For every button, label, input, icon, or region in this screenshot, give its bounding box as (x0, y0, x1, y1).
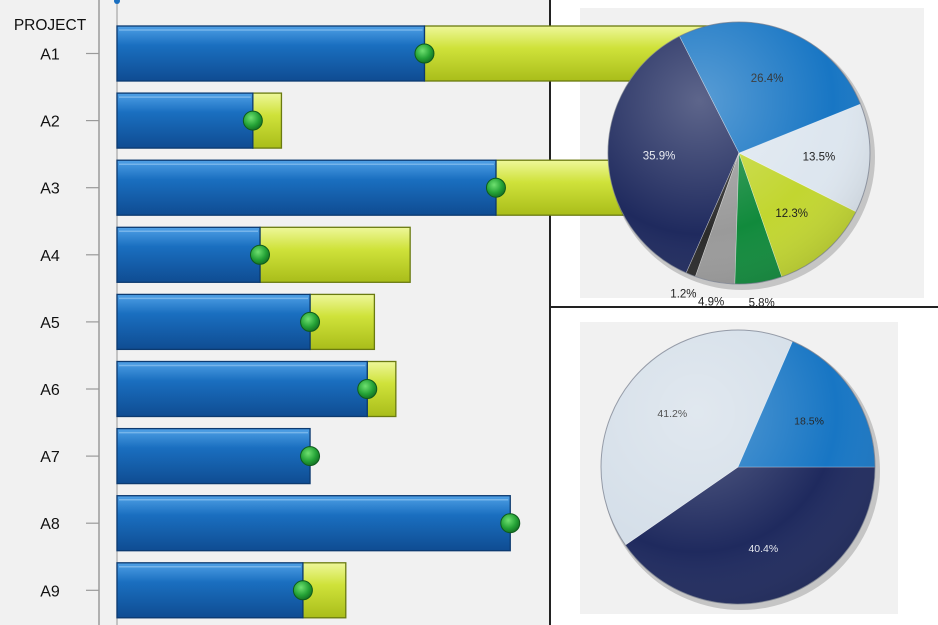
bar-segment-yellow (252, 92, 283, 149)
bar-segment-blue (116, 495, 511, 552)
category-label: A5 (40, 315, 60, 332)
bar-segment-blue (116, 226, 261, 283)
pie-outline (607, 21, 871, 285)
category-label: A9 (40, 583, 60, 600)
category-label: A2 (40, 114, 60, 131)
pie-outline (600, 329, 876, 605)
category-label: A6 (40, 382, 60, 399)
progress-marker (292, 580, 313, 601)
pie-slice-label: 4.9% (698, 296, 724, 308)
category-label: A7 (40, 449, 60, 466)
axis-title-project: PROJECT (14, 17, 87, 34)
bar-segment-blue (116, 427, 311, 485)
pie-slice-label: 40.4% (748, 543, 778, 555)
bar-segment-blue (116, 360, 368, 418)
progress-marker (300, 311, 321, 332)
bar-segment-blue (116, 293, 311, 351)
pie-slice-label: 18.5% (794, 415, 824, 427)
progress-marker (242, 110, 263, 131)
category-label: A4 (40, 248, 60, 265)
bar-segment-blue (116, 25, 426, 82)
pie-slice-label: 41.2% (657, 408, 687, 420)
pie-slice-label: 35.9% (643, 150, 676, 162)
bar-segment-blue (116, 159, 497, 216)
progress-marker (485, 177, 506, 198)
pie-slice-label: 12.3% (775, 208, 808, 220)
progress-marker (414, 43, 435, 64)
progress-marker (300, 446, 321, 467)
bar-segment-blue (116, 562, 304, 619)
category-label: A8 (40, 516, 60, 533)
bar-segment-yellow (259, 226, 411, 283)
bar-segment-blue (116, 92, 254, 149)
bar-segment-yellow (309, 293, 376, 351)
pie-chart-bottom: 40.4% 41.2% 18.5% (600, 329, 880, 610)
axis-origin-marker (114, 0, 120, 4)
progress-marker (500, 513, 521, 534)
pie-slice-label: 13.5% (803, 151, 836, 163)
pie-slice-label: 5.8% (749, 297, 775, 309)
pie-slice-label: 26.4% (751, 73, 784, 85)
category-label: A1 (40, 47, 60, 64)
progress-marker (357, 379, 378, 399)
progress-marker (250, 244, 270, 265)
pie-slice-label: 1.2% (670, 288, 696, 300)
category-label: A3 (40, 181, 60, 198)
